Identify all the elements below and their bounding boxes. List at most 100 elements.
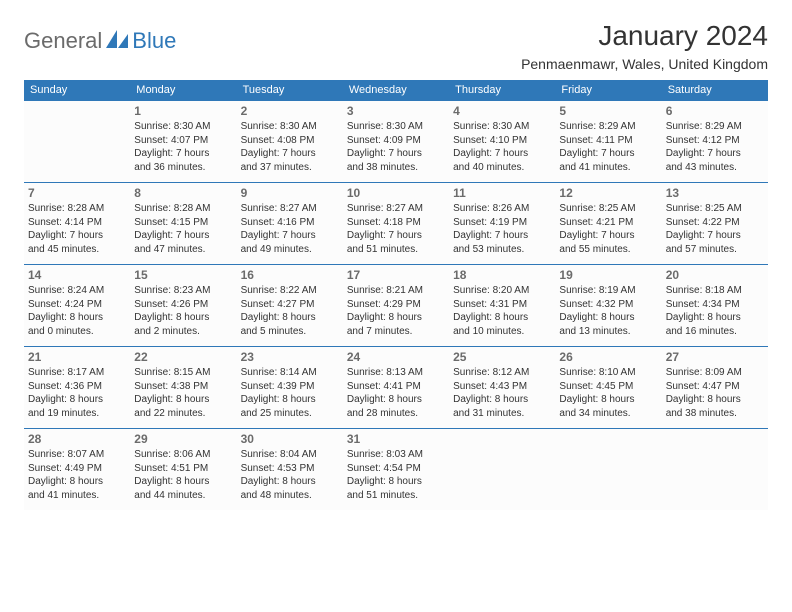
cell-line: Daylight: 8 hours (666, 393, 764, 407)
cell-line: and 38 minutes. (666, 407, 764, 421)
page-header: General Blue January 2024 Penmaenmawr, W… (24, 20, 768, 72)
logo-text-general: General (24, 28, 102, 54)
day-cell: 30Sunrise: 8:04 AMSunset: 4:53 PMDayligh… (237, 429, 343, 511)
day-cell: 19Sunrise: 8:19 AMSunset: 4:32 PMDayligh… (555, 265, 661, 347)
cell-line: Sunrise: 8:27 AM (241, 202, 339, 216)
day-cell: 15Sunrise: 8:23 AMSunset: 4:26 PMDayligh… (130, 265, 236, 347)
cell-line: Sunset: 4:19 PM (453, 216, 551, 230)
day-cell: 23Sunrise: 8:14 AMSunset: 4:39 PMDayligh… (237, 347, 343, 429)
date-number: 23 (241, 350, 339, 364)
date-number: 8 (134, 186, 232, 200)
cell-line: Sunrise: 8:07 AM (28, 448, 126, 462)
empty-cell (662, 429, 768, 511)
cell-line: Daylight: 7 hours (28, 229, 126, 243)
cell-line: Sunrise: 8:09 AM (666, 366, 764, 380)
cell-line: and 16 minutes. (666, 325, 764, 339)
cell-line: Sunrise: 8:30 AM (134, 120, 232, 134)
day-cell: 29Sunrise: 8:06 AMSunset: 4:51 PMDayligh… (130, 429, 236, 511)
cell-line: Sunrise: 8:18 AM (666, 284, 764, 298)
date-number: 6 (666, 104, 764, 118)
week-row: 1Sunrise: 8:30 AMSunset: 4:07 PMDaylight… (24, 101, 768, 183)
cell-line: Sunset: 4:32 PM (559, 298, 657, 312)
cell-line: Daylight: 8 hours (134, 311, 232, 325)
cell-line: and 53 minutes. (453, 243, 551, 257)
calendar-table: SundayMondayTuesdayWednesdayThursdayFrid… (24, 80, 768, 510)
date-number: 21 (28, 350, 126, 364)
day-cell: 13Sunrise: 8:25 AMSunset: 4:22 PMDayligh… (662, 183, 768, 265)
cell-line: Sunrise: 8:28 AM (134, 202, 232, 216)
weekday-header-row: SundayMondayTuesdayWednesdayThursdayFrid… (24, 80, 768, 101)
cell-line: Daylight: 8 hours (347, 311, 445, 325)
cell-line: Sunrise: 8:20 AM (453, 284, 551, 298)
cell-line: Sunset: 4:18 PM (347, 216, 445, 230)
day-cell: 16Sunrise: 8:22 AMSunset: 4:27 PMDayligh… (237, 265, 343, 347)
day-cell: 20Sunrise: 8:18 AMSunset: 4:34 PMDayligh… (662, 265, 768, 347)
weekday-header: Saturday (662, 80, 768, 101)
cell-line: and 37 minutes. (241, 161, 339, 175)
cell-line: Sunrise: 8:21 AM (347, 284, 445, 298)
cell-line: Sunset: 4:12 PM (666, 134, 764, 148)
cell-line: Sunset: 4:21 PM (559, 216, 657, 230)
day-cell: 6Sunrise: 8:29 AMSunset: 4:12 PMDaylight… (662, 101, 768, 183)
day-cell: 8Sunrise: 8:28 AMSunset: 4:15 PMDaylight… (130, 183, 236, 265)
day-cell: 5Sunrise: 8:29 AMSunset: 4:11 PMDaylight… (555, 101, 661, 183)
cell-line: and 34 minutes. (559, 407, 657, 421)
weekday-header: Thursday (449, 80, 555, 101)
cell-line: Sunset: 4:38 PM (134, 380, 232, 394)
date-number: 28 (28, 432, 126, 446)
cell-line: Daylight: 8 hours (559, 311, 657, 325)
cell-line: Sunrise: 8:28 AM (28, 202, 126, 216)
cell-line: Daylight: 8 hours (134, 475, 232, 489)
cell-line: Sunset: 4:47 PM (666, 380, 764, 394)
date-number: 4 (453, 104, 551, 118)
date-number: 2 (241, 104, 339, 118)
day-cell: 31Sunrise: 8:03 AMSunset: 4:54 PMDayligh… (343, 429, 449, 511)
week-row: 28 Sunrise: 8:07 AMSunset: 4:49 PM Dayligh… (24, 429, 768, 511)
cell-line: Sunrise: 8:13 AM (347, 366, 445, 380)
date-number: 22 (134, 350, 232, 364)
cell-line: Daylight: 8 hours (28, 311, 126, 325)
cell-line: and 57 minutes. (666, 243, 764, 257)
cell-line: Daylight: 7 hours (241, 229, 339, 243)
cell-line: Sunset: 4:39 PM (241, 380, 339, 394)
date-number: 18 (453, 268, 551, 282)
day-cell: 3Sunrise: 8:30 AMSunset: 4:09 PMDaylight… (343, 101, 449, 183)
cell-line: Sunset: 4:22 PM (666, 216, 764, 230)
week-row: 21Sunrise: 8:17 AMSunset: 4:36 PMDayligh… (24, 347, 768, 429)
cell-line: and 38 minutes. (347, 161, 445, 175)
cell-line: and 48 minutes. (241, 489, 339, 503)
logo-text-blue: Blue (132, 28, 176, 54)
cell-line: and 43 minutes. (666, 161, 764, 175)
date-number: 11 (453, 186, 551, 200)
date-number: 26 (559, 350, 657, 364)
cell-line: Daylight: 7 hours (241, 147, 339, 161)
day-cell: 12Sunrise: 8:25 AMSunset: 4:21 PMDayligh… (555, 183, 661, 265)
cell-line: and 13 minutes. (559, 325, 657, 339)
cell-line: Daylight: 8 hours (134, 393, 232, 407)
week-row: 7Sunrise: 8:28 AMSunset: 4:14 PMDaylight… (24, 183, 768, 265)
cell-line: Sunset: 4:49 PM (28, 462, 126, 476)
cell-line: Daylight: 7 hours (453, 147, 551, 161)
date-number: 20 (666, 268, 764, 282)
cell-line: and 19 minutes. (28, 407, 126, 421)
location-text: Penmaenmawr, Wales, United Kingdom (521, 56, 768, 72)
calendar-body: 1Sunrise: 8:30 AMSunset: 4:07 PMDaylight… (24, 101, 768, 511)
cell-line: Sunrise: 8:04 AM (241, 448, 339, 462)
date-number: 5 (559, 104, 657, 118)
cell-line: Sunset: 4:51 PM (134, 462, 232, 476)
cell-line: Sunrise: 8:10 AM (559, 366, 657, 380)
cell-line: Daylight: 7 hours (559, 229, 657, 243)
cell-line: and 47 minutes. (134, 243, 232, 257)
cell-line: Daylight: 7 hours (453, 229, 551, 243)
date-number: 29 (134, 432, 232, 446)
cell-line: Sunrise: 8:30 AM (241, 120, 339, 134)
cell-line: Sunset: 4:10 PM (453, 134, 551, 148)
cell-line: Sunset: 4:41 PM (347, 380, 445, 394)
cell-line: Sunrise: 8:14 AM (241, 366, 339, 380)
cell-line: and 51 minutes. (347, 243, 445, 257)
cell-line: Sunrise: 8:03 AM (347, 448, 445, 462)
cell-line: Daylight: 8 hours (666, 311, 764, 325)
weekday-header: Monday (130, 80, 236, 101)
empty-cell (449, 429, 555, 511)
cell-line: Sunset: 4:07 PM (134, 134, 232, 148)
